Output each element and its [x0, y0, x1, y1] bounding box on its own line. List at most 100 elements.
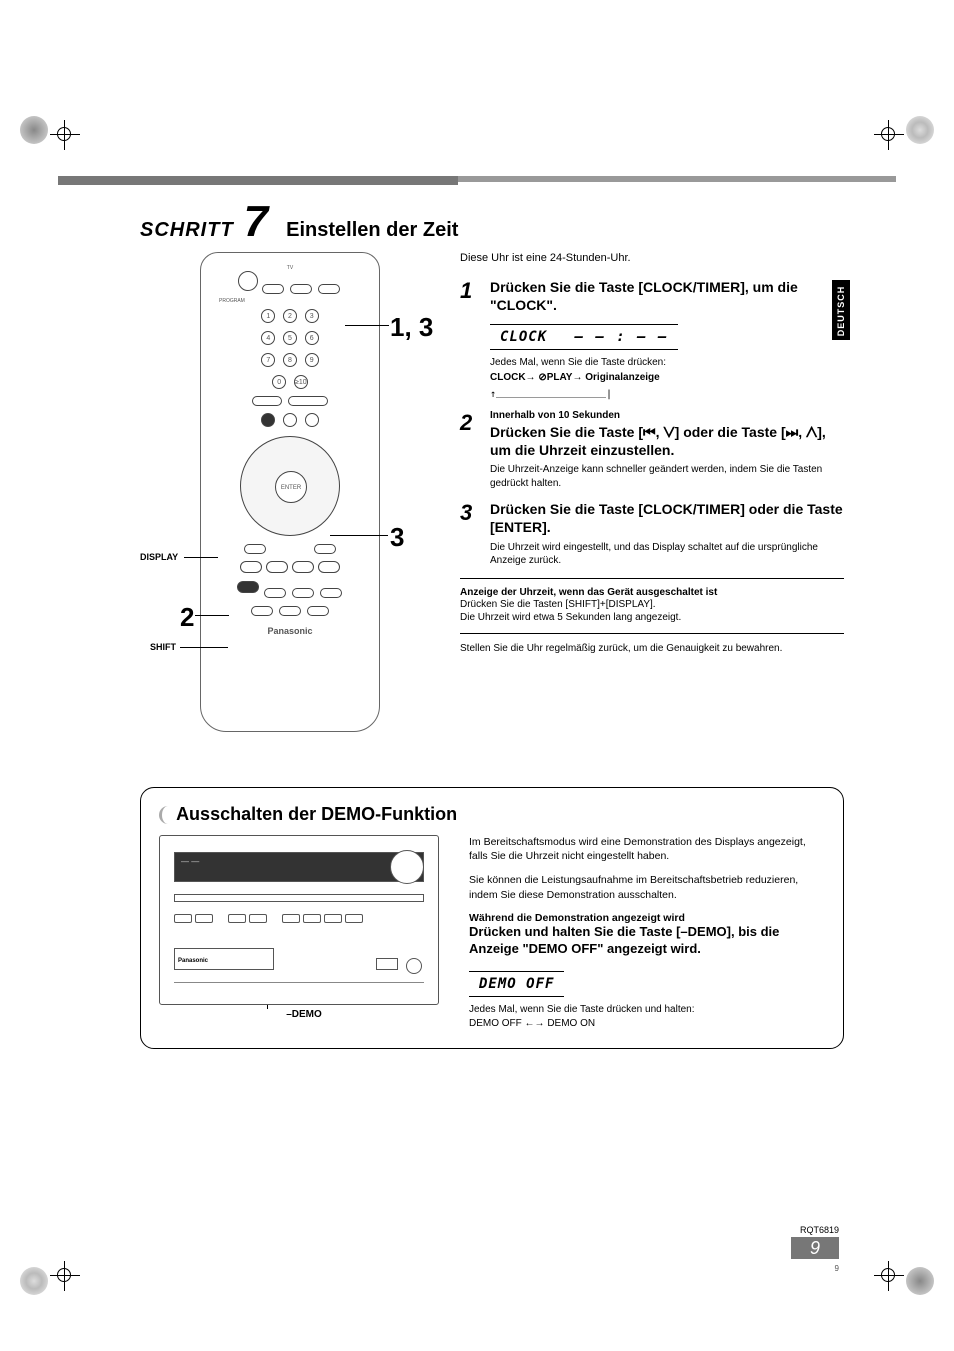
demo-instruction: Drücken und halten Sie die Taste [–DEMO]… — [469, 924, 825, 958]
remote-button — [264, 588, 286, 598]
page-title-row: SCHRITT 7 Einstellen der Zeit — [140, 200, 844, 244]
lcd-text: DEMO OFF — [479, 976, 554, 992]
registration-mark-icon — [906, 1267, 934, 1295]
skip-prev-icon — [240, 561, 262, 573]
step-title: Drücken Sie die Taste [CLOCK/TIMER] oder… — [490, 500, 844, 536]
registration-mark-icon — [20, 1267, 48, 1295]
remote-button — [292, 588, 314, 598]
remote-button: 2 — [283, 309, 297, 323]
step-subheading: Innerhalb von 10 Sekunden — [490, 410, 844, 421]
step-3: 3 Drücken Sie die Taste [CLOCK/TIMER] od… — [460, 500, 844, 567]
step-description: Die Uhrzeit-Anzeige kann schneller geänd… — [490, 463, 844, 490]
remote-button — [244, 544, 266, 554]
callout-label: SHIFT — [150, 642, 176, 652]
remote-button — [279, 606, 301, 616]
callout-label: 2 — [180, 602, 194, 633]
stereo-brand: Panasonic — [178, 958, 208, 964]
rewind-icon — [292, 561, 314, 573]
remote-button — [237, 581, 259, 593]
step-number: 1 — [460, 278, 480, 400]
remote-button — [252, 396, 282, 406]
schritt-label: SCHRITT — [140, 219, 234, 242]
remote-diagram: TV PROGRAM 1 2 3 4 — [140, 252, 440, 757]
note-title: Anzeige der Uhrzeit, wenn das Gerät ausg… — [460, 587, 844, 598]
remote-button: 6 — [305, 331, 319, 345]
intro-text: Diese Uhr ist eine 24-Stunden-Uhr. — [460, 252, 844, 264]
nav-ring: ENTER — [240, 436, 340, 536]
footnote: Stellen Sie die Uhr regelmäßig zurück, u… — [460, 642, 844, 656]
step-sequence-text: CLOCK→ ⊘PLAY→ Originalanzeige — [490, 372, 660, 383]
demo-title: Ausschalten der DEMO-Funktion — [176, 804, 457, 824]
demo-paragraph: Im Bereitschaftsmodus wird eine Demonstr… — [469, 835, 825, 863]
stereo-slot — [174, 894, 424, 902]
stereo-diagram: — — Panasonic — [159, 835, 439, 1005]
pause-icon — [283, 413, 297, 427]
remote-button — [290, 284, 312, 294]
remote-button: 9 — [305, 353, 319, 367]
step-number: 3 — [460, 500, 480, 567]
demo-toggle-seq: DEMO OFF ←→ DEMO ON — [469, 1017, 825, 1031]
page-title: Einstellen der Zeit — [286, 219, 458, 242]
step-sequence-return: ↑＿＿＿＿＿＿＿＿＿＿＿| — [490, 385, 844, 400]
crop-mark-icon — [50, 1261, 80, 1291]
lcd-display: CLOCK – – : – – — [490, 324, 678, 350]
remote-button — [307, 606, 329, 616]
step-number: 2 — [460, 410, 480, 490]
demo-pointer-label: –DEMO — [159, 1009, 449, 1020]
demo-paragraph: Sie können die Leistungsaufnahme im Bere… — [469, 873, 825, 901]
stereo-display: — — — [174, 852, 424, 882]
divider — [460, 578, 844, 579]
footer-page-number: 9 — [791, 1237, 839, 1259]
remote-button — [262, 284, 284, 294]
step-2: 2 Innerhalb von 10 Sekunden Drücken Sie … — [460, 410, 844, 490]
play-icon — [305, 413, 319, 427]
stereo-panel — [376, 958, 398, 970]
step-note: Jedes Mal, wenn Sie die Taste drücken: — [490, 356, 844, 370]
remote-brand: Panasonic — [211, 626, 369, 636]
registration-mark-icon — [20, 116, 48, 144]
stereo-knob-icon — [390, 850, 424, 884]
crop-mark-icon — [50, 120, 80, 150]
power-icon — [238, 271, 258, 291]
remote-button: 4 — [261, 331, 275, 345]
footer-code: RQT6819 — [800, 1225, 839, 1235]
crop-mark-icon — [874, 1261, 904, 1291]
remote-label: TV — [211, 265, 369, 271]
step-1: 1 Drücken Sie die Taste [CLOCK/TIMER], u… — [460, 278, 844, 400]
lcd-display: DEMO OFF — [469, 971, 564, 997]
stereo-dial-icon — [406, 958, 422, 974]
remote-button — [318, 284, 340, 294]
callout-label: 1, 3 — [390, 312, 433, 343]
header-bar-accent — [58, 176, 458, 185]
stop-icon — [261, 413, 275, 427]
remote-button: 7 — [261, 353, 275, 367]
note-body: Die Uhrzeit wird etwa 5 Sekunden lang an… — [460, 611, 844, 625]
remote-button: 0 — [272, 375, 286, 389]
remote-button: ≥10 — [294, 375, 308, 389]
callout-line — [345, 325, 389, 326]
remote-button: 3 — [305, 309, 319, 323]
callout-line — [180, 647, 228, 648]
footer-small-page: 9 — [835, 1264, 839, 1273]
step-title: Drücken Sie die Taste [CLOCK/TIMER], um … — [490, 278, 844, 314]
divider — [460, 633, 844, 634]
remote-button — [288, 396, 328, 406]
remote-button — [320, 588, 342, 598]
lcd-text: – – : – – — [575, 329, 669, 345]
callout-line — [195, 615, 229, 616]
schritt-number: 7 — [244, 200, 268, 244]
remote-button — [314, 544, 336, 554]
demo-section: Ausschalten der DEMO-Funktion — — — [140, 787, 844, 1049]
step-title: Drücken Sie die Taste [⏮, ⋁] oder die Ta… — [490, 423, 844, 459]
remote-label: PROGRAM — [219, 298, 369, 304]
stereo-foot — [174, 982, 424, 1004]
skip-next-icon — [266, 561, 288, 573]
forward-icon — [318, 561, 340, 573]
stereo-button-row — [174, 914, 366, 926]
remote-button — [251, 606, 273, 616]
demo-toggle-note: Jedes Mal, wenn Sie die Taste drücken un… — [469, 1003, 825, 1017]
remote-button: 8 — [283, 353, 297, 367]
callout-line — [184, 557, 218, 558]
decorative-arc-icon — [159, 806, 173, 824]
note-body: Drücken Sie die Tasten [SHIFT]+[DISPLAY]… — [460, 598, 844, 612]
